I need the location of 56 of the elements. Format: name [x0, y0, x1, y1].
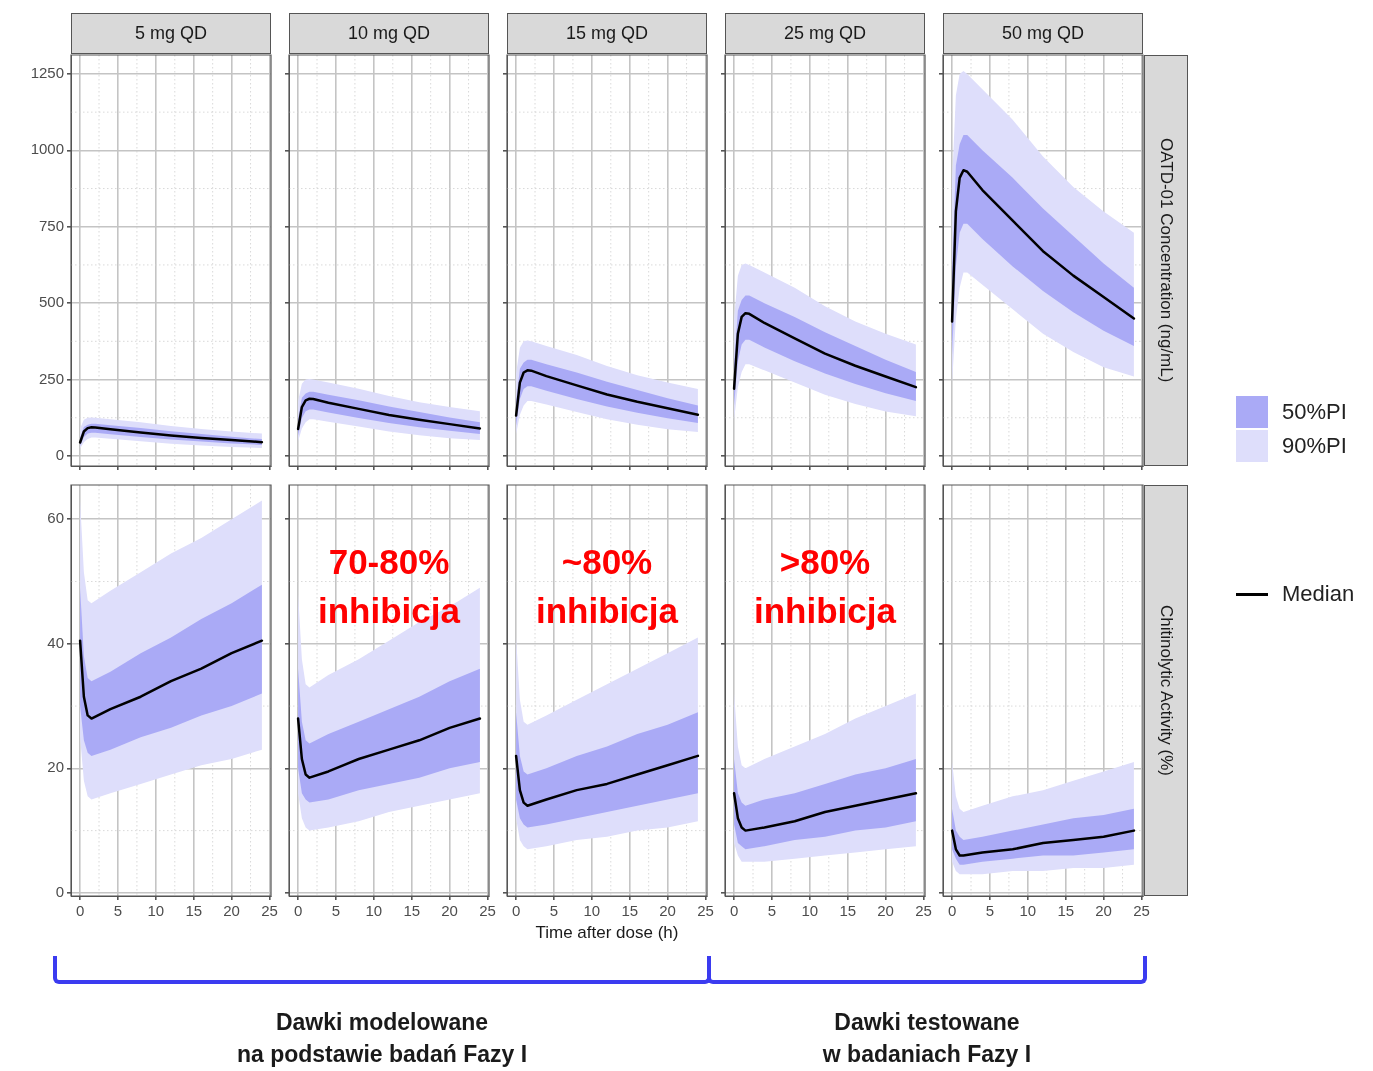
- x-tick-label: 25: [697, 902, 714, 920]
- x-axis-title: Time after dose (h): [534, 923, 680, 943]
- y-tick-label: 750: [38, 216, 64, 234]
- y-tick-label: 0: [55, 446, 64, 464]
- x-tick-label: 10: [365, 902, 383, 920]
- x-tick-label: 0: [75, 902, 85, 920]
- x-tick-label: 5: [985, 902, 995, 920]
- x-tick-label: 5: [113, 902, 123, 920]
- x-tick-label: 5: [549, 902, 559, 920]
- y-tick-label: 20: [47, 758, 64, 776]
- x-tick-label: 0: [947, 902, 957, 920]
- x-tick-label: 10: [1019, 902, 1037, 920]
- x-tick-label: 15: [621, 902, 639, 920]
- y-tick-label: 1250: [30, 64, 64, 82]
- chart-title: 5 mg QD: [71, 13, 271, 54]
- text: Dawki testowane w badaniach Fazy I: [821, 1008, 1033, 1070]
- x-tick-label: 20: [659, 902, 676, 920]
- chart-title: 25 mg QD: [725, 13, 925, 54]
- x-tick-label: 0: [511, 902, 521, 920]
- x-tick-label: 20: [223, 902, 240, 920]
- x-tick-label: 0: [729, 902, 739, 920]
- chart-title: 10 mg QD: [289, 13, 489, 54]
- x-tick-label: 25: [479, 902, 496, 920]
- x-tick-label: 15: [1057, 902, 1075, 920]
- y-tick-label: 60: [47, 509, 64, 527]
- chart-title: 50 mg QD: [943, 13, 1143, 54]
- x-tick-label: 15: [185, 902, 203, 920]
- x-tick-label: 10: [147, 902, 165, 920]
- x-tick-label: 20: [441, 902, 458, 920]
- x-tick-label: 20: [877, 902, 894, 920]
- y-axis-title: Chitinolytic Activity (%): [1156, 605, 1176, 776]
- x-tick-label: 25: [915, 902, 932, 920]
- x-tick-label: 0: [293, 902, 303, 920]
- y-tick-label: 1000: [30, 140, 64, 158]
- y-tick-label: 0: [55, 883, 64, 901]
- annotation: 70-80% inhibicja: [317, 541, 462, 632]
- x-tick-label: 15: [403, 902, 421, 920]
- x-tick-label: 5: [767, 902, 777, 920]
- y-tick-label: 500: [38, 293, 64, 311]
- y-tick-label: 40: [47, 633, 64, 651]
- annotation: ~80% inhibicja: [535, 541, 680, 632]
- y-tick-label: 250: [38, 369, 64, 387]
- x-tick-label: 10: [801, 902, 819, 920]
- annotation: >80% inhibicja: [753, 541, 898, 632]
- legend-label: 90%PI: [1282, 433, 1347, 459]
- x-tick-label: 5: [331, 902, 341, 920]
- legend-label: 50%PI: [1282, 399, 1347, 425]
- legend-label: Median: [1282, 581, 1355, 607]
- x-tick-label: 10: [583, 902, 601, 920]
- x-tick-label: 25: [1133, 902, 1150, 920]
- x-tick-label: 15: [839, 902, 857, 920]
- text: Dawki modelowane na podstawie badań Fazy I: [235, 1008, 529, 1070]
- x-tick-label: 25: [261, 902, 278, 920]
- chart-title: 15 mg QD: [507, 13, 707, 54]
- x-tick-label: 20: [1095, 902, 1112, 920]
- y-axis-title: OATD-01 Concentration (ng/mL): [1156, 138, 1176, 383]
